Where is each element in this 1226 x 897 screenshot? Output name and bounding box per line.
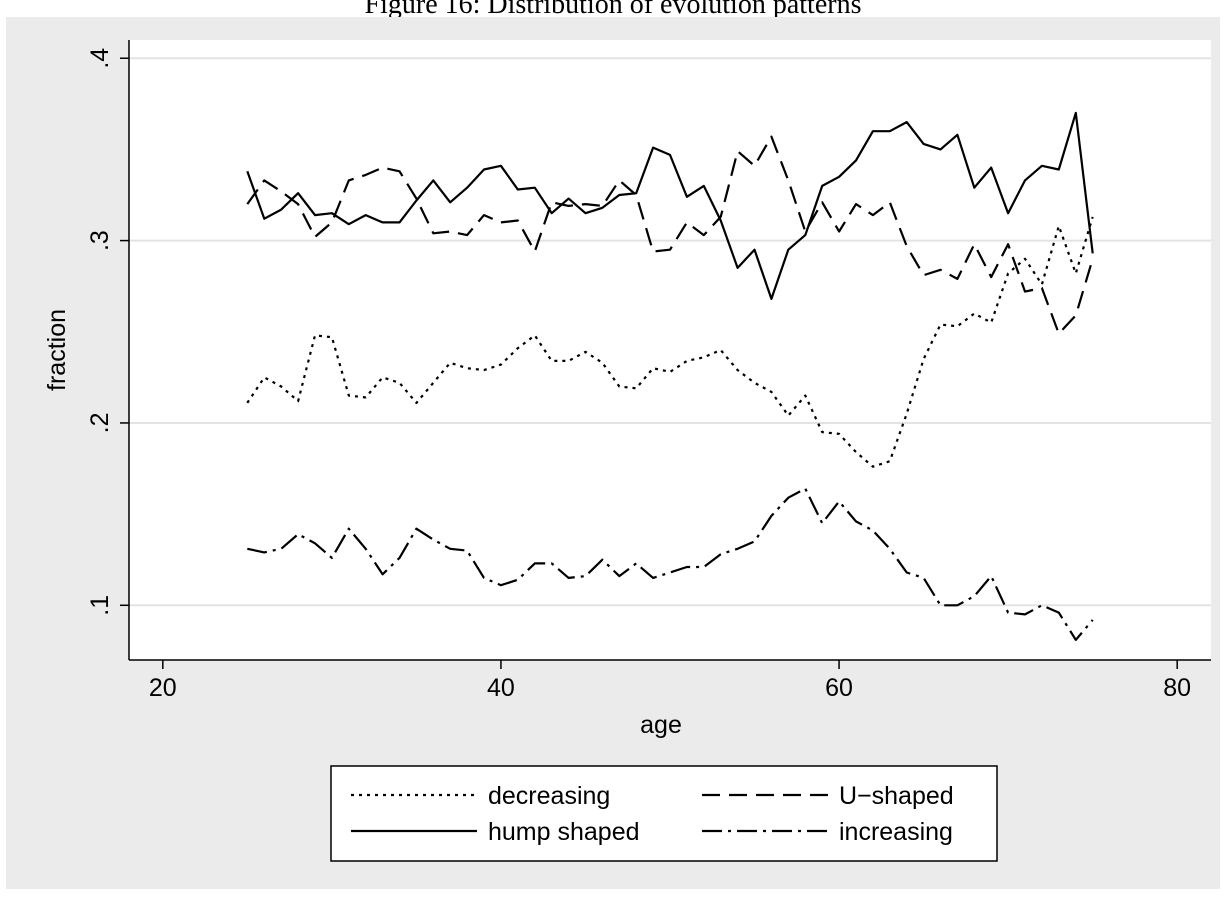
y-tick-label: .4 (86, 48, 114, 69)
x-tick-label: 60 (825, 674, 853, 702)
x-axis-title: age (640, 711, 682, 739)
legend-box (330, 765, 998, 862)
y-axis-ticks: .1 .2 .3 .4 (86, 48, 129, 616)
x-axis-ticks: 20 40 60 80 (149, 660, 1191, 702)
x-tick-label: 20 (149, 674, 177, 702)
series-lines (246, 111, 1094, 642)
x-tick-label: 80 (1163, 674, 1191, 702)
chart-panel: .1 .2 .3 .4 20 40 60 80 age fraction decreasin… (6, 17, 1220, 889)
legend-label: increasing (839, 818, 953, 846)
plot-area (129, 40, 1211, 660)
figure-caption: Figure 16: Distribution of evolution pat… (0, 0, 1226, 18)
y-axis-title: fraction (43, 309, 71, 391)
y-tick-label: .3 (86, 230, 114, 251)
legend-items: decreasing hump shaped U−shaped increasing (351, 782, 954, 846)
series-line (247, 487, 1094, 642)
gridlines (129, 57, 1211, 607)
series-line (246, 111, 1094, 300)
y-tick-label: .2 (86, 413, 114, 434)
series-line (246, 135, 1094, 335)
series-line (246, 216, 1094, 468)
legend-label: decreasing (488, 782, 610, 810)
x-tick-label: 40 (487, 674, 515, 702)
figure-caption-text: Figure 16: Distribution of evolution pat… (364, 0, 862, 18)
legend: decreasing hump shaped U−shaped increasing (330, 765, 998, 862)
legend-label: hump shaped (488, 818, 640, 846)
legend-label: U−shaped (839, 782, 954, 810)
line-chart: .1 .2 .3 .4 20 40 60 80 age fraction decreasin… (43, 40, 1211, 862)
y-tick-label: .1 (86, 595, 114, 616)
